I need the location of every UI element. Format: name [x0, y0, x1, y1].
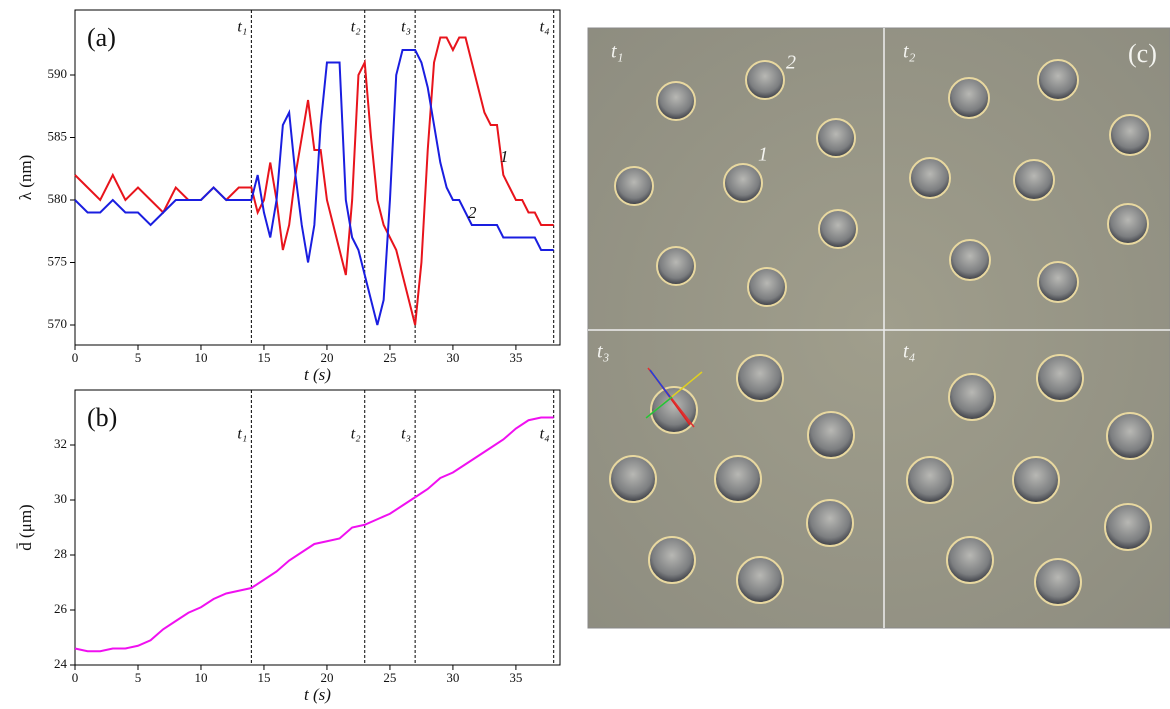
x-tick-label: 30	[446, 350, 459, 365]
droplet	[1036, 354, 1084, 402]
y-tick-label: 575	[48, 253, 68, 268]
x-tick-label: 25	[383, 670, 396, 685]
droplet	[656, 246, 696, 286]
droplet	[948, 373, 996, 421]
time-marker-label: t₂	[351, 426, 361, 443]
droplet	[807, 411, 855, 459]
y-tick-label: 580	[48, 191, 68, 206]
droplet	[1109, 114, 1151, 156]
x-tick-label: 5	[135, 350, 142, 365]
y-tick-label: 590	[48, 66, 68, 81]
frame-label: t₄	[903, 341, 916, 363]
x-axis-label: t (s)	[304, 685, 331, 704]
droplet	[1104, 503, 1152, 551]
x-tick-label: 35	[509, 670, 522, 685]
plot-frame	[74, 9, 561, 346]
droplet	[946, 536, 994, 584]
polarizer-arrows	[645, 367, 703, 428]
droplet	[614, 166, 654, 206]
droplet	[909, 157, 951, 199]
y-tick-label: 570	[48, 316, 68, 331]
frame-label: t₂	[903, 41, 916, 63]
micrograph-panel: t₁ t₂ t₃ t₄ (c) 1 2	[587, 27, 1170, 629]
droplet	[656, 81, 696, 121]
panel-label: (a)	[87, 23, 116, 52]
x-tick-label: 35	[509, 350, 522, 365]
panel-label: (b)	[87, 403, 117, 432]
droplet	[1037, 59, 1079, 101]
time-marker-label: t₄	[540, 426, 550, 443]
x-tick-label: 20	[320, 350, 333, 365]
droplet	[806, 499, 854, 547]
droplet	[745, 60, 785, 100]
frame-label: t₁	[611, 41, 624, 63]
droplet	[736, 354, 784, 402]
x-tick-label: 5	[135, 670, 142, 685]
time-marker-label: t₁	[237, 19, 247, 36]
droplet	[1107, 203, 1149, 245]
panel-label: (c)	[1128, 39, 1157, 68]
droplet	[1034, 558, 1082, 606]
data-line	[74, 36, 554, 326]
y-tick-label: 585	[48, 128, 68, 143]
droplet	[650, 386, 698, 434]
series-label: 2	[468, 203, 477, 222]
droplet	[723, 163, 763, 203]
droplet	[818, 209, 858, 249]
droplet	[816, 118, 856, 158]
micrograph-frame	[587, 27, 1170, 629]
data-line	[74, 49, 554, 326]
droplet	[1037, 261, 1079, 303]
droplet	[949, 239, 991, 281]
droplet	[1012, 456, 1060, 504]
y-tick-label: 32	[54, 436, 67, 451]
y-tick-label: 30	[54, 491, 67, 506]
droplet	[948, 77, 990, 119]
droplet	[906, 456, 954, 504]
y-axis-label: λ (nm)	[16, 155, 35, 201]
y-tick-label: 26	[54, 601, 68, 616]
drop-annotation: 1	[758, 144, 768, 166]
frame-label: t₃	[597, 341, 610, 363]
droplet	[714, 455, 762, 503]
droplet	[736, 556, 784, 604]
x-tick-label: 15	[257, 350, 270, 365]
y-axis-label: d̄ (μm)	[16, 504, 35, 550]
x-tick-label: 20	[320, 670, 333, 685]
plot-frame	[74, 389, 561, 666]
x-tick-label: 25	[383, 350, 396, 365]
x-tick-label: 10	[194, 670, 207, 685]
x-tick-label: 30	[446, 670, 459, 685]
time-marker-label: t₃	[401, 19, 411, 36]
droplet	[747, 267, 787, 307]
x-axis-label: t (s)	[304, 365, 331, 384]
droplet	[1013, 159, 1055, 201]
time-marker-label: t₁	[237, 426, 247, 443]
x-tick-label: 10	[194, 350, 207, 365]
droplet	[1106, 412, 1154, 460]
x-tick-label: 0	[72, 670, 79, 685]
time-marker-label: t₃	[401, 426, 411, 443]
y-tick-label: 24	[54, 656, 68, 671]
droplet	[609, 455, 657, 503]
x-tick-label: 15	[257, 670, 270, 685]
series-label: 1	[500, 147, 509, 166]
x-tick-label: 0	[72, 350, 79, 365]
data-line	[74, 416, 554, 653]
time-marker-label: t₄	[540, 19, 550, 36]
time-marker-label: t₂	[351, 19, 361, 36]
droplet	[648, 536, 696, 584]
y-tick-label: 28	[54, 546, 67, 561]
drop-annotation: 2	[786, 52, 796, 74]
